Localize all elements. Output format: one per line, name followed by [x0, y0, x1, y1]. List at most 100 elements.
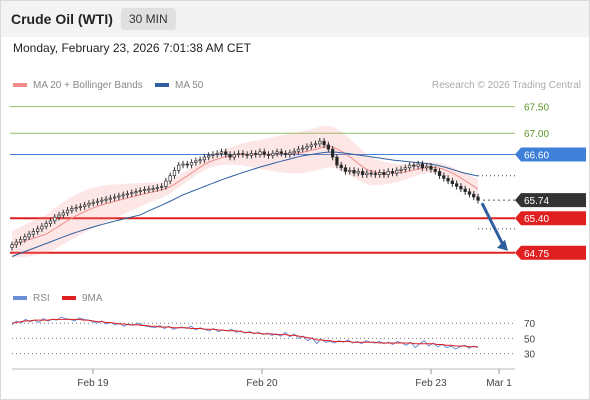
candle-body: [369, 172, 373, 175]
x-tick-label: Mar 1: [486, 378, 512, 389]
candle-body: [416, 163, 420, 167]
level-label-65.40: 65.40: [524, 214, 549, 225]
candle-body: [228, 154, 232, 158]
candle-body: [177, 164, 181, 171]
candle-body: [151, 188, 155, 190]
candle-body: [335, 156, 339, 166]
rsi-swatch: [13, 296, 27, 301]
candle-body: [412, 164, 416, 167]
candle-body: [172, 170, 177, 177]
candle-body: [48, 220, 53, 224]
candle-body: [219, 151, 224, 154]
rsi-tick-30: 30: [524, 350, 536, 361]
ma9-line: [11, 318, 478, 348]
level-label-65.74: 65.74: [524, 196, 549, 207]
level-label-67.00: 67.00: [524, 129, 549, 140]
candle-body: [318, 140, 322, 145]
instrument-title: Crude Oil (WTI): [11, 11, 113, 27]
candle-body: [155, 187, 160, 189]
candle-body: [395, 170, 399, 174]
candle-body: [476, 196, 480, 201]
candle-body: [399, 168, 403, 171]
candle-body: [403, 167, 407, 170]
candle-body: [57, 214, 61, 218]
legend-ma50: MA 50: [155, 80, 203, 91]
candle-body: [10, 244, 14, 248]
forecast-arrow-head: [497, 239, 508, 251]
candle-body: [74, 207, 78, 210]
level-tag-64.75: [515, 245, 586, 260]
candle-body: [271, 153, 275, 156]
candle-body: [301, 147, 305, 150]
candle-body: [463, 188, 467, 193]
candle-body: [142, 189, 147, 191]
candle-body: [198, 159, 202, 162]
candle-body: [31, 231, 36, 235]
research-credit: Research © 2026 Trading Central: [431, 80, 581, 91]
candle-body: [138, 190, 142, 193]
candle-body: [279, 151, 283, 154]
candle-body: [215, 153, 219, 155]
candle-body: [459, 185, 463, 190]
level-tag-66.60: [515, 147, 586, 162]
candle-body: [305, 146, 309, 149]
candle-body: [78, 206, 83, 208]
candle-body: [330, 148, 335, 158]
candle-body: [232, 154, 236, 158]
candle-body: [241, 153, 245, 155]
candle-body: [420, 163, 425, 169]
forecast-arrow-shaft: [480, 202, 506, 248]
candle-body: [258, 151, 262, 155]
candle-body: [437, 171, 442, 177]
candle-body: [125, 193, 130, 196]
candle-body: [181, 163, 185, 166]
level-tag-65.40: [515, 211, 586, 226]
ma20-line: [11, 146, 479, 246]
candle-body: [378, 172, 382, 176]
legend-rsi: RSI: [13, 293, 50, 304]
timeframe-badge[interactable]: 30 MIN: [121, 8, 176, 30]
candle-body: [236, 153, 241, 155]
rsi-tick-70: 70: [524, 319, 536, 330]
candle-body: [14, 241, 18, 246]
candle-body: [44, 223, 48, 227]
candle-body: [23, 236, 27, 240]
level-tag-65.74: [515, 193, 586, 208]
level-label-64.75: 64.75: [524, 249, 549, 260]
candle-body: [36, 228, 40, 232]
x-tick-label: Feb 23: [415, 378, 447, 389]
candle-body: [339, 164, 343, 169]
candle-body: [27, 233, 31, 238]
candle-body: [189, 162, 194, 166]
candle-body: [283, 153, 288, 155]
candle-body: [390, 171, 395, 174]
candle-body: [425, 165, 429, 169]
candle-body: [61, 212, 65, 216]
chart-datetime: Monday, February 23, 2026 7:01:38 AM CET: [13, 41, 251, 55]
candle-body: [87, 202, 91, 206]
candle-body: [112, 196, 117, 199]
candle-body: [446, 178, 450, 182]
ma50-swatch: [155, 83, 169, 88]
candle-body: [207, 155, 211, 158]
candle-body: [450, 180, 454, 185]
candle-body: [245, 154, 249, 156]
ma50-line: [11, 151, 479, 257]
x-tick-label: Feb 20: [246, 378, 278, 389]
candle-body: [249, 153, 254, 156]
candle-body: [53, 216, 57, 222]
legend-ma20: MA 20 + Bollinger Bands: [13, 80, 143, 91]
level-label-67.50: 67.50: [524, 103, 549, 114]
candle-body: [356, 171, 360, 174]
candle-body: [95, 200, 100, 203]
candle-body: [343, 167, 348, 172]
candle-body: [130, 192, 134, 195]
candle-body: [407, 164, 412, 169]
candle-body: [360, 171, 365, 176]
legend-9ma-label: 9MA: [82, 293, 103, 304]
candle-body: [70, 208, 74, 211]
legend-9ma: 9MA: [62, 293, 103, 304]
candle-body: [313, 143, 318, 146]
candle-body: [121, 194, 125, 197]
